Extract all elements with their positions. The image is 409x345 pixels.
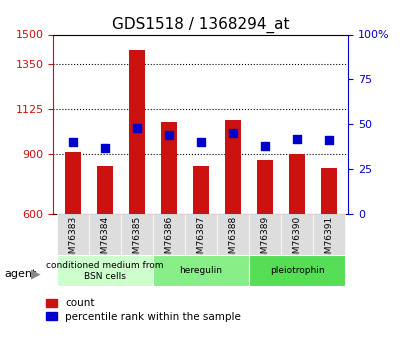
FancyBboxPatch shape [312, 214, 344, 255]
Point [165, 132, 172, 138]
Text: agent: agent [4, 269, 36, 279]
Point [133, 125, 139, 130]
Text: GSM76388: GSM76388 [228, 216, 237, 265]
FancyBboxPatch shape [153, 255, 248, 286]
Text: GSM76389: GSM76389 [260, 216, 269, 265]
Bar [128, 50, 144, 214]
Point [261, 143, 268, 148]
Title: GDS1518 / 1368294_at: GDS1518 / 1368294_at [112, 17, 289, 33]
Bar [192, 166, 209, 214]
FancyBboxPatch shape [56, 214, 88, 255]
Text: pleiotrophin: pleiotrophin [269, 266, 324, 275]
Point [325, 138, 332, 143]
Legend: count, percentile rank within the sample: count, percentile rank within the sample [46, 298, 240, 322]
FancyBboxPatch shape [248, 214, 281, 255]
Text: GSM76383: GSM76383 [68, 216, 77, 265]
Point [101, 145, 108, 150]
Text: GSM76387: GSM76387 [196, 216, 205, 265]
Text: GSM76390: GSM76390 [292, 216, 301, 265]
Bar [64, 152, 81, 214]
FancyBboxPatch shape [153, 214, 184, 255]
FancyBboxPatch shape [184, 214, 216, 255]
Bar [225, 120, 240, 214]
FancyBboxPatch shape [88, 214, 120, 255]
Point [69, 139, 76, 145]
FancyBboxPatch shape [120, 214, 153, 255]
Bar [288, 154, 304, 214]
Bar [160, 122, 176, 214]
Point [229, 130, 236, 136]
FancyBboxPatch shape [56, 255, 153, 286]
FancyBboxPatch shape [216, 214, 248, 255]
Bar [97, 166, 112, 214]
Point [293, 136, 300, 141]
Text: heregulin: heregulin [179, 266, 222, 275]
Text: GSM76386: GSM76386 [164, 216, 173, 265]
Text: conditioned medium from
BSN cells: conditioned medium from BSN cells [46, 261, 163, 280]
Text: ▶: ▶ [31, 268, 40, 281]
Bar [320, 168, 337, 214]
FancyBboxPatch shape [248, 255, 344, 286]
Bar [256, 160, 272, 214]
Text: GSM76391: GSM76391 [324, 216, 333, 265]
FancyBboxPatch shape [281, 214, 312, 255]
Text: GSM76385: GSM76385 [132, 216, 141, 265]
Text: GSM76384: GSM76384 [100, 216, 109, 265]
Point [197, 139, 204, 145]
